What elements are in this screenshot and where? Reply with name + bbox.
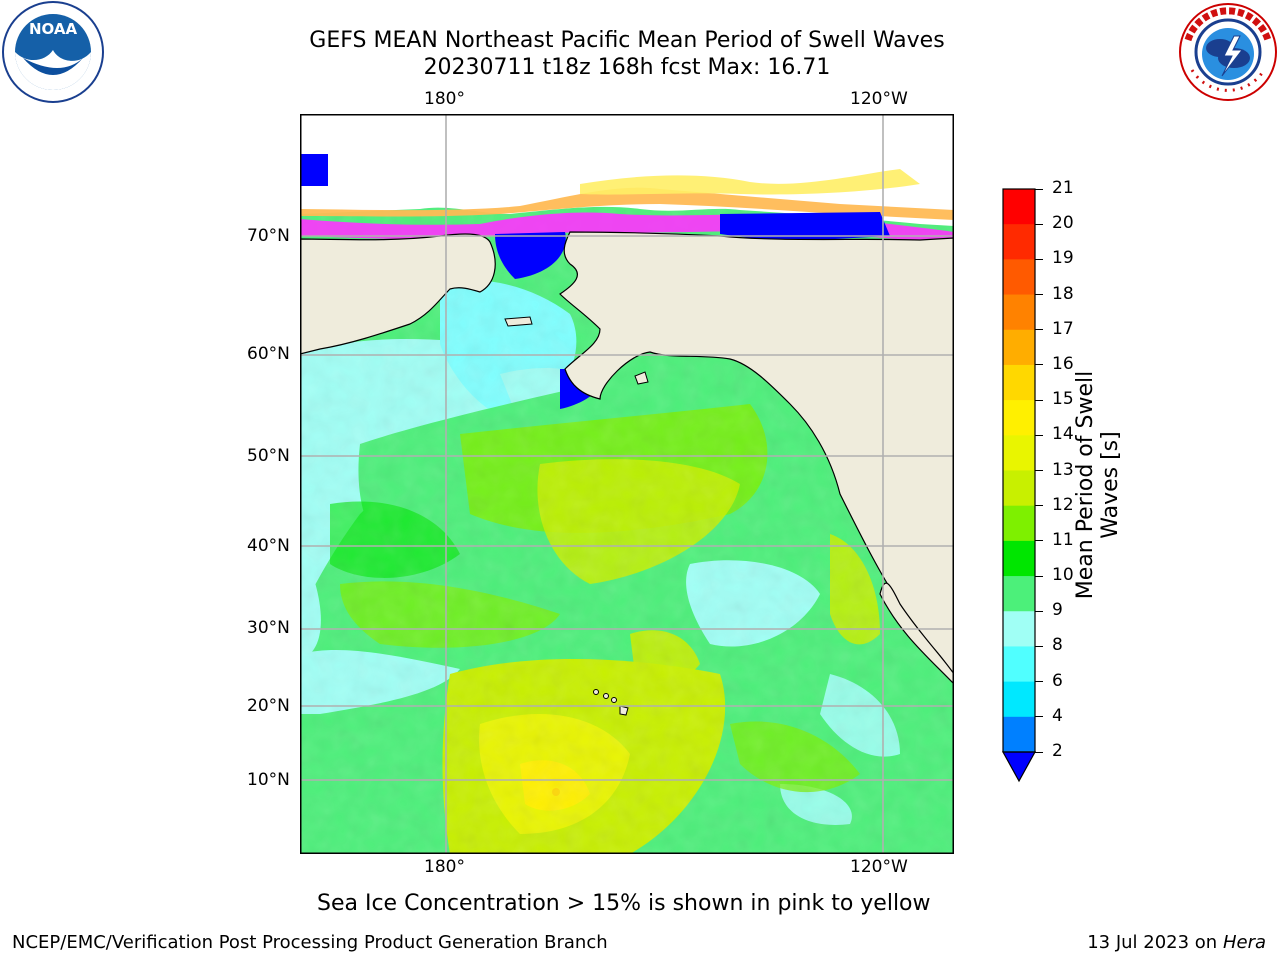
colorbar-tick-mark	[1035, 329, 1043, 331]
colorbar-segment	[1003, 259, 1035, 296]
colorbar-segment	[1003, 435, 1035, 471]
ice-yellow-band	[580, 169, 920, 195]
lat-label-40n: 40°N	[247, 536, 290, 556]
colorbar-segment	[1003, 329, 1035, 366]
colorbar-segment	[1003, 294, 1035, 331]
colorbar-tick-mark	[1035, 399, 1043, 401]
colorbar-tick-label: 13	[1052, 459, 1074, 480]
lat-label-20n: 20°N	[247, 696, 290, 716]
colorbar-tick-label: 6	[1052, 670, 1063, 691]
colorbar-tick-mark	[1035, 470, 1043, 471]
colorbar-segment	[1003, 189, 1035, 225]
ice-blue-chukchi	[495, 232, 566, 279]
map-gridlines	[300, 114, 954, 854]
lat-label-10n: 10°N	[247, 770, 290, 790]
lat-label-50n: 50°N	[247, 446, 290, 466]
colorbar-under-arrow	[1001, 751, 1037, 783]
noaa-logo-text: NOAA	[29, 20, 78, 38]
lat-label-30n: 30°N	[247, 618, 290, 638]
colorbar-tick-label: 4	[1052, 705, 1063, 726]
colorbar-tick-mark	[1035, 294, 1043, 296]
lon-label-top-120w: 120°W	[850, 89, 908, 109]
arctic-white	[300, 114, 954, 226]
colorbar-segment	[1003, 646, 1035, 683]
colorbar-segment	[1003, 681, 1035, 718]
colorbar-segment	[1003, 224, 1035, 260]
map-subtitle: 20230711 t18z 168h fcst Max: 16.71	[423, 55, 831, 80]
colorbar-segment	[1003, 400, 1035, 436]
footer-date-text: 13 Jul 2023 on	[1087, 932, 1223, 953]
sea-ice-caption: Sea Ice Concentration > 15% is shown in …	[317, 891, 931, 916]
colorbar-tick-label: 8	[1052, 635, 1063, 656]
ice-blue-west	[300, 154, 328, 186]
colorbar-segment	[1003, 505, 1035, 542]
colorbar-label: Mean Period of Swell Waves [s]	[1073, 370, 1123, 600]
lon-label-top-180: 180°	[424, 89, 465, 109]
colorbar-segment	[1003, 611, 1035, 647]
alaska-canada-land	[559, 231, 954, 854]
colorbar-tick-mark	[1035, 681, 1043, 683]
colorbar-segment	[1003, 716, 1035, 753]
colorbar-segment	[1003, 470, 1035, 507]
colorbar-tick-label: 12	[1052, 494, 1074, 515]
colorbar-tick-label: 21	[1052, 178, 1074, 198]
colorbar-tick-mark	[1035, 258, 1043, 260]
colorbar-segment	[1003, 364, 1035, 401]
lon-label-bottom-120w: 120°W	[850, 857, 908, 877]
colorbar-tick-mark	[1035, 540, 1043, 542]
colorbar-tick-mark	[1035, 716, 1043, 718]
colorbar-tick-label: 11	[1052, 529, 1074, 550]
lat-label-70n: 70°N	[247, 226, 290, 246]
colorbar-segment	[1003, 540, 1035, 577]
colorbar-tick-label: 19	[1052, 248, 1074, 269]
colorbar-tick-mark	[1035, 645, 1043, 647]
colorbar-tick-label: 18	[1052, 283, 1074, 304]
footer-host: Hera	[1222, 932, 1266, 953]
footer-date: 13 Jul 2023 on Hera	[1087, 932, 1266, 953]
colorbar-tick-label: 10	[1052, 565, 1074, 586]
colorbar-segment	[1003, 576, 1035, 612]
colorbar-tick-mark	[1035, 188, 1043, 190]
colorbar-tick-mark	[1035, 610, 1043, 612]
colorbar-tick-label: 2	[1052, 741, 1063, 761]
colorbar-tick-label: 20	[1052, 213, 1074, 234]
nws-logo	[1179, 3, 1277, 101]
colorbar-tick-mark	[1035, 505, 1043, 507]
ice-blue-beaufort	[720, 212, 890, 242]
colorbar-tick-mark	[1035, 364, 1043, 366]
colorbar-tick-label: 15	[1052, 389, 1074, 410]
swell-period-map	[300, 114, 954, 854]
colorbar	[1001, 188, 1037, 783]
colorbar-tick-mark	[1035, 751, 1043, 753]
colorbar-tick-label: 9	[1052, 600, 1063, 621]
footer-organization: NCEP/EMC/Verification Post Processing Pr…	[12, 932, 608, 953]
colorbar-tick-mark	[1035, 575, 1043, 577]
map-title: GEFS MEAN Northeast Pacific Mean Period …	[309, 28, 945, 53]
hawaii-big-island	[619, 705, 629, 716]
map-frame	[300, 114, 954, 854]
colorbar-tick-label: 14	[1052, 424, 1074, 445]
colorbar-tick-mark	[1035, 223, 1043, 225]
colorbar-tick-mark	[1035, 434, 1043, 436]
lat-label-60n: 60°N	[247, 344, 290, 364]
noaa-logo: NOAA	[2, 1, 104, 103]
colorbar-tick-label: 17	[1052, 318, 1074, 339]
ice-orange-band	[300, 187, 954, 220]
lon-label-bottom-180: 180°	[424, 857, 465, 877]
colorbar-tick-label: 16	[1052, 353, 1074, 374]
